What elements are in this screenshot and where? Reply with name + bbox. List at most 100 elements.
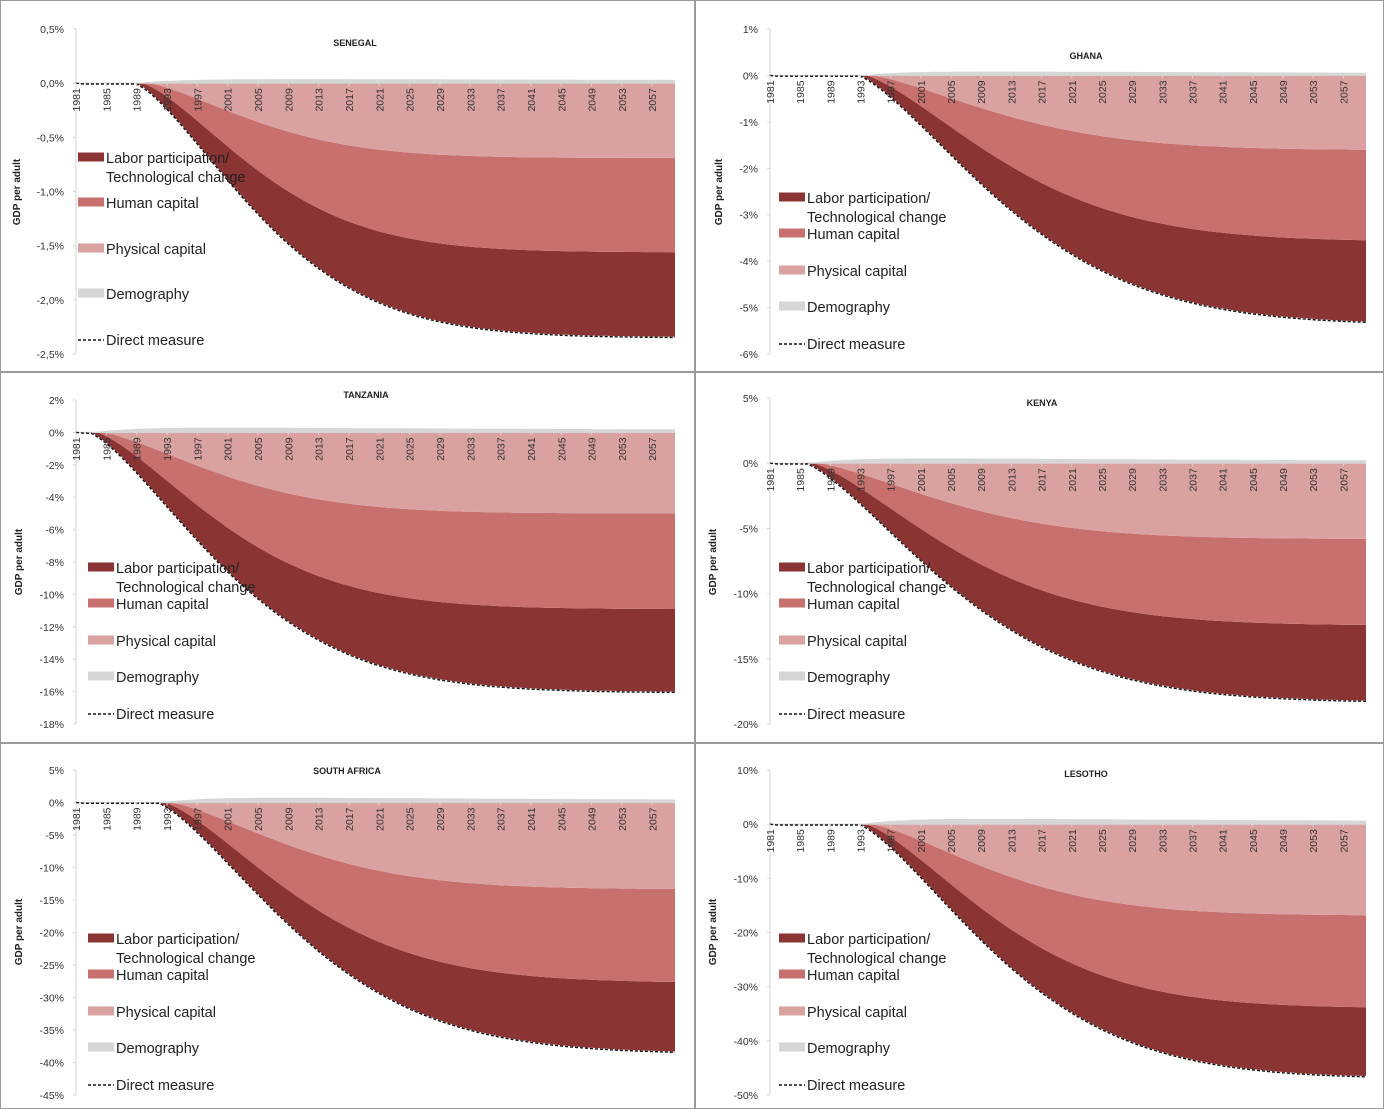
y-tick-label: 0% bbox=[743, 819, 758, 831]
legend-demography-swatch bbox=[779, 671, 805, 681]
x-tick-label: 1985 bbox=[101, 807, 113, 831]
area-demography bbox=[770, 71, 1366, 76]
x-tick-label: 2049 bbox=[1278, 829, 1290, 853]
line-direct-measure bbox=[75, 801, 676, 1053]
y-tick-label: 5% bbox=[743, 393, 758, 405]
x-tick-label: 1997 bbox=[886, 468, 898, 492]
legend-human-swatch bbox=[88, 969, 114, 979]
legend-demography-swatch bbox=[88, 1042, 114, 1052]
legend-physical-label: Physical capital bbox=[807, 1005, 907, 1021]
area-labor-participation bbox=[76, 83, 675, 337]
y-tick-label: 2% bbox=[49, 395, 64, 407]
x-tick-label: 2013 bbox=[314, 88, 326, 112]
x-tick-label: 2005 bbox=[946, 80, 958, 104]
legend-physical-label: Physical capital bbox=[116, 634, 216, 650]
x-tick-label: 1985 bbox=[795, 468, 807, 492]
area-labor-participation bbox=[76, 802, 675, 1052]
area-labor-participation bbox=[770, 75, 1366, 322]
y-tick-label: -5% bbox=[45, 830, 64, 842]
x-tick-label: 1985 bbox=[101, 88, 113, 112]
y-tick-label: -50% bbox=[733, 1090, 758, 1102]
legend-labor-swatch bbox=[779, 933, 805, 943]
y-tick-label: -10% bbox=[39, 863, 64, 875]
x-tick-label: 2001 bbox=[916, 80, 928, 104]
x-tick-label: 2033 bbox=[465, 437, 477, 461]
x-tick-label: 2053 bbox=[617, 88, 629, 112]
area-labor-participation bbox=[76, 432, 675, 692]
x-tick-label: 2017 bbox=[344, 807, 356, 831]
legend-human-label: Human capital bbox=[116, 968, 209, 984]
y-axis-label: GDP per adult bbox=[14, 528, 25, 595]
x-tick-label: 2005 bbox=[946, 468, 958, 492]
x-tick-label: 1981 bbox=[71, 807, 83, 831]
x-tick-label: 2037 bbox=[1187, 829, 1199, 853]
x-tick-label: 1985 bbox=[795, 80, 807, 104]
legend-labor-label: Labor participation/ bbox=[116, 932, 240, 948]
legend-human-label: Human capital bbox=[807, 597, 900, 613]
x-tick-label: 1989 bbox=[132, 88, 144, 112]
x-tick-label: 2017 bbox=[344, 88, 356, 112]
legend-physical-swatch bbox=[779, 265, 805, 275]
legend-demography-swatch bbox=[78, 288, 104, 298]
x-tick-label: 2021 bbox=[374, 88, 386, 112]
y-tick-label: -2,0% bbox=[37, 295, 64, 307]
x-tick-label: 2057 bbox=[1338, 468, 1350, 492]
y-tick-label: 0,5% bbox=[40, 24, 64, 36]
x-tick-label: 1981 bbox=[765, 468, 777, 492]
x-tick-label: 2053 bbox=[617, 807, 629, 831]
x-tick-label: 2057 bbox=[647, 88, 659, 112]
x-tick-label: 1993 bbox=[162, 437, 174, 461]
legend-demography-label: Demography bbox=[807, 300, 891, 316]
y-tick-label: -6% bbox=[739, 349, 758, 361]
x-tick-label: 2045 bbox=[556, 807, 568, 831]
legend-physical-label: Physical capital bbox=[116, 1005, 216, 1021]
area-demography bbox=[76, 797, 675, 803]
x-tick-label: 2009 bbox=[283, 88, 295, 112]
x-tick-label: 2029 bbox=[435, 807, 447, 831]
panel-border bbox=[0, 372, 695, 743]
x-tick-label: 2045 bbox=[1248, 468, 1260, 492]
x-tick-label: 2053 bbox=[1308, 829, 1320, 853]
y-tick-label: -15% bbox=[39, 895, 64, 907]
x-tick-label: 1981 bbox=[765, 80, 777, 104]
x-tick-label: 1993 bbox=[162, 807, 174, 831]
legend: Labor participation/Technological change… bbox=[779, 561, 946, 723]
y-axis-label: GDP per adult bbox=[12, 158, 23, 225]
x-tick-label: 1997 bbox=[192, 807, 204, 831]
y-tick-label: -25% bbox=[39, 960, 64, 972]
x-tick-label: 2053 bbox=[1308, 468, 1320, 492]
legend-demography-label: Demography bbox=[807, 670, 891, 686]
y-tick-label: 10% bbox=[737, 765, 758, 777]
x-tick-label: 2005 bbox=[253, 807, 265, 831]
x-tick-label: 2053 bbox=[1308, 80, 1320, 104]
x-tick-label: 2001 bbox=[223, 807, 235, 831]
legend-labor-label: Technological change bbox=[116, 951, 255, 967]
x-tick-label: 2009 bbox=[283, 807, 295, 831]
x-tick-label: 1981 bbox=[71, 88, 83, 112]
legend-labor-label: Labor participation/ bbox=[807, 191, 931, 207]
x-tick-label: 2033 bbox=[465, 807, 477, 831]
x-tick-label: 1993 bbox=[856, 829, 868, 853]
x-tick-label: 2029 bbox=[1127, 468, 1139, 492]
area-demography bbox=[770, 458, 1366, 464]
x-tick-label: 2025 bbox=[1097, 80, 1109, 104]
x-tick-label: 1981 bbox=[765, 829, 777, 853]
x-tick-label: 2037 bbox=[496, 437, 508, 461]
line-direct-measure bbox=[769, 823, 1367, 1078]
chart-panel-tanzania: 2% 0% -2% -4% -6% -8% -10% -12% -14% -16% -18% 1981… bbox=[0, 372, 695, 743]
y-tick-label: -15% bbox=[733, 654, 758, 666]
x-tick-label: 2001 bbox=[223, 437, 235, 461]
area-physical-capital bbox=[770, 824, 1366, 916]
area-physical-capital bbox=[770, 463, 1366, 539]
x-tick-label: 2033 bbox=[1157, 80, 1169, 104]
y-tick-label: -12% bbox=[39, 622, 64, 634]
y-tick-label: -6% bbox=[45, 525, 64, 537]
area-human-capital bbox=[76, 432, 675, 609]
x-tick-label: 2001 bbox=[916, 468, 928, 492]
x-tick-label: 2029 bbox=[435, 88, 447, 112]
y-tick-label: -4% bbox=[739, 256, 758, 268]
x-tick-label: 2021 bbox=[1067, 468, 1079, 492]
legend-demography-swatch bbox=[88, 671, 114, 681]
x-tick-label: 2033 bbox=[1157, 468, 1169, 492]
y-tick-label: -45% bbox=[39, 1090, 64, 1102]
